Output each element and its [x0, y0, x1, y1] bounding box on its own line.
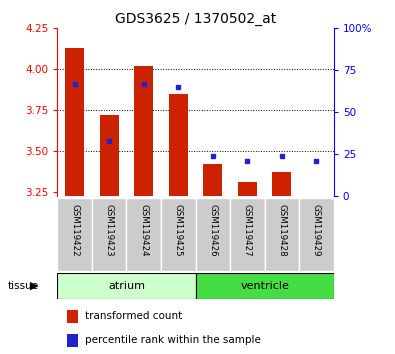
Text: ▶: ▶	[30, 281, 38, 291]
Bar	[57, 198, 92, 271]
Bar	[65, 48, 84, 196]
Bar	[67, 310, 78, 323]
Bar	[230, 198, 265, 271]
Bar	[273, 172, 292, 196]
Text: tissue: tissue	[8, 281, 39, 291]
Bar	[265, 198, 299, 271]
Text: percentile rank within the sample: percentile rank within the sample	[85, 335, 261, 346]
Title: GDS3625 / 1370502_at: GDS3625 / 1370502_at	[115, 12, 276, 26]
Bar	[126, 198, 161, 271]
Bar	[238, 182, 257, 196]
Text: GSM119427: GSM119427	[243, 204, 252, 257]
Bar	[196, 198, 230, 271]
Bar	[67, 334, 78, 347]
Text: GSM119426: GSM119426	[208, 204, 217, 257]
Bar	[161, 198, 196, 271]
Text: GSM119422: GSM119422	[70, 204, 79, 257]
Text: GSM119428: GSM119428	[277, 204, 286, 257]
Text: GSM119425: GSM119425	[174, 204, 183, 257]
Text: GSM119429: GSM119429	[312, 204, 321, 257]
Bar	[203, 164, 222, 196]
Bar	[100, 115, 118, 196]
Bar	[299, 198, 334, 271]
Text: ventricle: ventricle	[240, 281, 289, 291]
Text: GSM119424: GSM119424	[139, 204, 148, 257]
Bar	[169, 93, 188, 196]
Bar	[196, 273, 334, 299]
Bar	[57, 273, 196, 299]
Text: GSM119423: GSM119423	[105, 204, 114, 257]
Text: atrium: atrium	[108, 281, 145, 291]
Text: transformed count: transformed count	[85, 312, 182, 321]
Bar	[92, 198, 126, 271]
Bar	[134, 66, 153, 196]
